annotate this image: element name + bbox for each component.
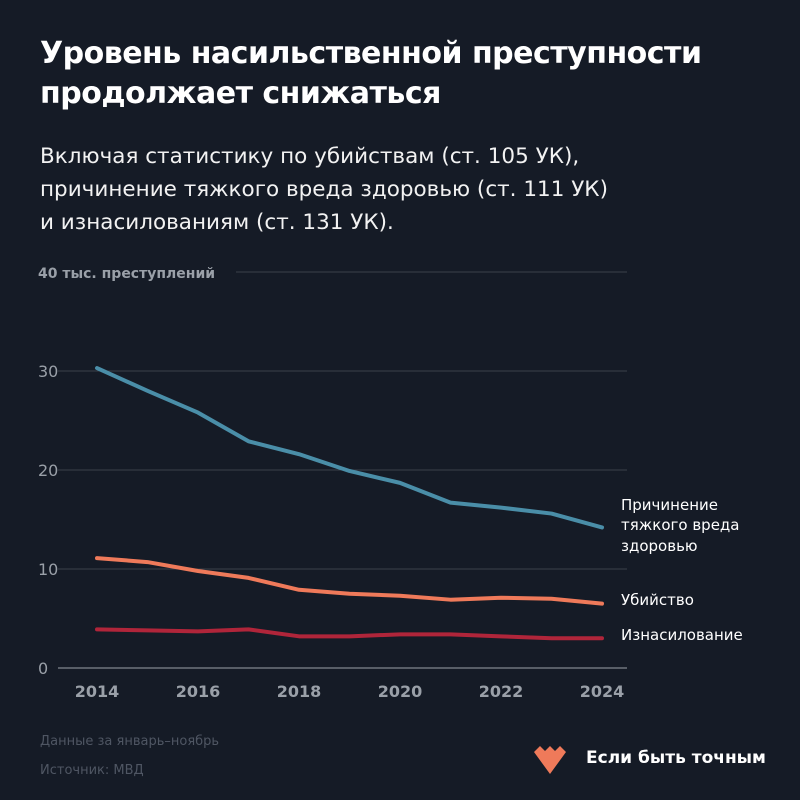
x-tick-label: 2016: [176, 682, 221, 701]
y-tick-label: 40 тыс. преступлений: [38, 266, 215, 282]
y-tick-label: 30: [38, 362, 58, 381]
subtitle-line: Включая статистику по убийствам (ст. 105…: [40, 144, 580, 169]
y-tick-label: 0: [38, 659, 48, 678]
series-label: Изнасилование: [621, 626, 743, 644]
series-line: [95, 627, 604, 641]
line-chart: 0 10 20 30 40 тыс. преступлений 2014 2016 2018 2…: [38, 266, 743, 701]
x-tick-label: 2022: [479, 682, 524, 701]
data-source: Источник: МВД: [40, 763, 144, 778]
series-label: Причинение: [621, 496, 718, 514]
x-tick-label: 2020: [378, 682, 423, 701]
chart-subtitle: Включая статистику по убийствам (ст. 105…: [40, 140, 780, 239]
x-tick-label: 2018: [277, 682, 322, 701]
subtitle-line: и изнасилованиям (ст. 131 УК).: [40, 210, 394, 235]
data-note: Данные за январь–ноябрь: [40, 734, 220, 749]
subtitle-line: причинение тяжкого вреда здоровью (ст. 1…: [40, 177, 608, 202]
chart-title: Уровень насильственной преступности прод…: [40, 36, 702, 111]
y-tick-label: 10: [38, 560, 58, 579]
brand-logo-icon: [534, 746, 566, 774]
x-tick-label: 2024: [580, 682, 625, 701]
series-line: [95, 556, 604, 606]
series-label: здоровью: [621, 537, 698, 555]
brand-name: Если быть точным: [586, 748, 766, 768]
series-label: тяжкого вреда: [621, 516, 740, 534]
series-label: Убийство: [621, 591, 694, 609]
y-tick-label: 20: [38, 461, 58, 480]
series-line: [95, 366, 604, 530]
x-tick-label: 2014: [75, 682, 120, 701]
